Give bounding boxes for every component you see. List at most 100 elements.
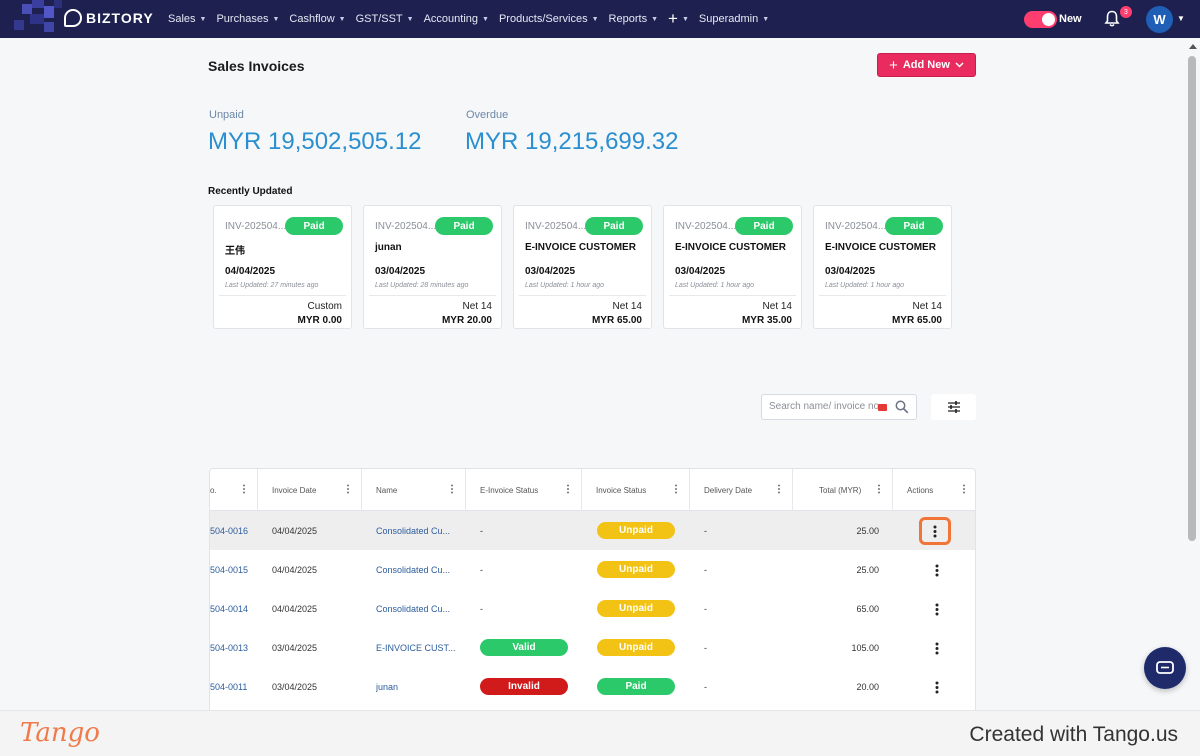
invoice-no-link[interactable]: 504-0013	[210, 642, 249, 653]
invoice-no-link[interactable]: 504-0014	[210, 603, 249, 614]
column-menu-icon[interactable]: ⋮	[774, 484, 784, 495]
card-amount: MYR 35.00	[741, 315, 792, 326]
search-icon[interactable]	[895, 400, 909, 414]
recent-invoice-card[interactable]: INV-202504... Paid 王伟 04/04/2025 Last Up…	[213, 205, 352, 329]
total-amount: 105.00	[851, 642, 879, 653]
bell-icon[interactable]	[1104, 10, 1120, 28]
row-actions-button[interactable]	[922, 597, 952, 621]
invoice-no-link[interactable]: 504-0016	[210, 525, 249, 536]
column-header-invoice-status[interactable]: Invoice Status ⋮	[582, 469, 690, 511]
card-status-badge: Paid	[735, 217, 793, 235]
invoice-status-badge: Unpaid	[597, 522, 675, 539]
delivery-date: -	[704, 564, 707, 575]
card-divider	[369, 295, 496, 296]
card-last-updated: Last Updated: 1 hour ago	[675, 282, 755, 289]
invoice-date: 04/04/2025	[272, 564, 318, 575]
recent-invoice-card[interactable]: INV-202504... Paid E-INVOICE CUSTOMER 03…	[813, 205, 952, 329]
column-menu-icon[interactable]: ⋮	[239, 484, 249, 495]
recent-invoice-card[interactable]: INV-202504... Paid junan 03/04/2025 Last…	[363, 205, 502, 329]
invoice-date: 04/04/2025	[272, 603, 318, 614]
delivery-date: -	[704, 681, 707, 692]
card-customer-name: E-INVOICE CUSTOMER	[825, 242, 936, 253]
chevron-down-icon: ▼	[199, 15, 207, 23]
card-status-badge: Paid	[285, 217, 343, 235]
table-row[interactable]: 504-0013 03/04/2025 E-INVOICE CUST... Va…	[210, 628, 975, 667]
search-input[interactable]	[769, 401, 881, 412]
column-menu-icon[interactable]: ⋮	[343, 484, 353, 495]
row-actions-button[interactable]	[922, 558, 952, 582]
user-avatar[interactable]: W	[1146, 6, 1173, 33]
main-menu: Sales ▼ Purchases ▼ Cashflow ▼ GST/SST ▼ Acc…	[168, 0, 769, 38]
card-status-badge: Paid	[585, 217, 643, 235]
column-header-label: Name	[376, 485, 398, 495]
column-menu-icon[interactable]: ⋮	[447, 484, 457, 495]
menu-purchases-label: Purchases	[216, 13, 269, 25]
kebab-menu-icon	[935, 603, 939, 615]
chevron-down-icon: ▼	[482, 15, 489, 23]
column-menu-icon[interactable]: ⋮	[959, 484, 969, 495]
menu-superadmin-label: Superadmin	[698, 13, 759, 25]
card-customer-name: E-INVOICE CUSTOMER	[675, 242, 786, 253]
column-menu-icon[interactable]: ⋮	[874, 484, 884, 495]
brand-logo[interactable]: BIZTORY	[64, 9, 154, 27]
menu-quick-add[interactable]: + ▼	[668, 9, 689, 29]
table-row[interactable]: 504-0014 04/04/2025 Consolidated Cu... -…	[210, 589, 975, 628]
menu-purchases[interactable]: Purchases ▼	[216, 13, 279, 25]
overdue-total: MYR 19,215,699.32	[465, 128, 679, 155]
menu-sales-label: Sales	[168, 13, 196, 25]
card-amount: MYR 20.00	[441, 315, 492, 326]
column-header-total[interactable]: Total (MYR) ⋮	[793, 469, 893, 511]
menu-gst-sst[interactable]: GST/SST ▼	[356, 13, 414, 25]
delivery-date: -	[704, 642, 707, 653]
column-header-invoice-date[interactable]: Invoice Date ⋮	[258, 469, 362, 511]
table-row[interactable]: 504-0016 04/04/2025 Consolidated Cu... -…	[210, 511, 975, 550]
column-header-invoice-no[interactable]: o. ⋮	[210, 469, 258, 511]
new-ui-toggle[interactable]	[1024, 11, 1057, 28]
customer-name-link[interactable]: E-INVOICE CUST...	[376, 642, 456, 653]
menu-cashflow[interactable]: Cashflow ▼	[289, 13, 345, 25]
scrollbar-thumb[interactable]	[1188, 56, 1196, 541]
customer-name-link[interactable]: Consolidated Cu...	[376, 525, 451, 536]
card-divider	[669, 295, 796, 296]
menu-sales[interactable]: Sales ▼	[168, 13, 206, 25]
e-invoice-status-badge: Invalid	[480, 678, 568, 695]
menu-superadmin[interactable]: Superadmin ▼	[699, 13, 769, 25]
menu-products-services[interactable]: Products/Services ▼	[499, 13, 599, 25]
row-actions-button[interactable]	[922, 636, 952, 660]
menu-reports[interactable]: Reports ▼	[609, 13, 658, 25]
row-actions-button[interactable]	[919, 517, 951, 545]
row-actions-button[interactable]	[922, 675, 952, 699]
recent-invoice-card[interactable]: INV-202504... Paid E-INVOICE CUSTOMER 03…	[663, 205, 802, 329]
column-header-delivery-date[interactable]: Delivery Date ⋮	[690, 469, 793, 511]
scroll-up-arrow-icon[interactable]	[1189, 44, 1197, 49]
table-header: o. ⋮ Invoice Date ⋮ Name ⋮ E-Invoice Status…	[210, 469, 975, 511]
column-menu-icon[interactable]: ⋮	[563, 484, 573, 495]
menu-accounting[interactable]: Accounting ▼	[424, 13, 489, 25]
customer-name-link[interactable]: Consolidated Cu...	[376, 564, 451, 575]
invoice-table: o. ⋮ Invoice Date ⋮ Name ⋮ E-Invoice Status…	[209, 468, 976, 710]
tango-logo: Tango	[20, 718, 100, 748]
recent-invoice-card[interactable]: INV-202504... Paid E-INVOICE CUSTOMER 03…	[513, 205, 652, 329]
customer-name-link[interactable]: Consolidated Cu...	[376, 603, 451, 614]
column-menu-icon[interactable]: ⋮	[671, 484, 681, 495]
card-amount: MYR 65.00	[591, 315, 642, 326]
invoice-status-badge: Unpaid	[597, 561, 675, 578]
invoice-no-link[interactable]: 504-0011	[210, 681, 248, 692]
filter-button[interactable]	[931, 394, 976, 420]
invoice-date: 03/04/2025	[272, 681, 318, 692]
card-date: 03/04/2025	[525, 266, 576, 277]
column-header-e-invoice-status[interactable]: E-Invoice Status ⋮	[466, 469, 582, 511]
column-header-name[interactable]: Name ⋮	[362, 469, 466, 511]
customer-name-link[interactable]: junan	[376, 681, 399, 692]
add-new-button[interactable]: + Add New	[877, 53, 976, 77]
card-date: 04/04/2025	[225, 266, 276, 277]
tango-footer: Tango Created with Tango.us	[0, 710, 1200, 756]
table-row[interactable]: 504-0015 04/04/2025 Consolidated Cu... -…	[210, 550, 975, 589]
invoice-no-link[interactable]: 504-0015	[210, 564, 249, 575]
table-row[interactable]: 504-0011 03/04/2025 junan Invalid Paid -…	[210, 667, 975, 706]
chevron-down-icon[interactable]: ▼	[1177, 14, 1185, 23]
column-header-actions[interactable]: Actions ⋮	[893, 469, 975, 511]
page-title: Sales Invoices	[208, 58, 305, 74]
card-invoice-no: INV-202504...	[525, 221, 587, 232]
chat-widget-button[interactable]	[1144, 647, 1186, 689]
